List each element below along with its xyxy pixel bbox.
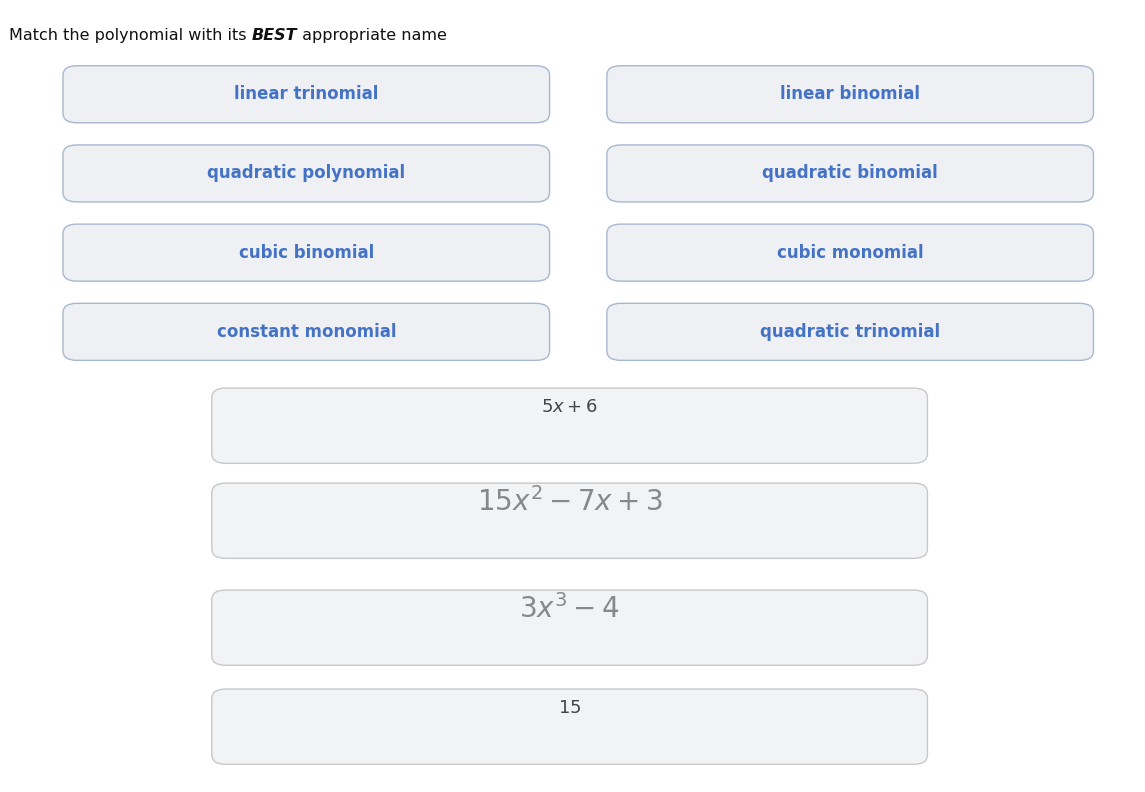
FancyBboxPatch shape <box>607 66 1093 123</box>
FancyBboxPatch shape <box>607 145 1093 202</box>
FancyBboxPatch shape <box>607 303 1093 360</box>
Text: $3x^3 - 4$: $3x^3 - 4$ <box>520 594 619 624</box>
Text: cubic binomial: cubic binomial <box>238 244 374 261</box>
FancyBboxPatch shape <box>212 689 927 764</box>
FancyBboxPatch shape <box>212 388 927 463</box>
Text: appropriate name: appropriate name <box>298 28 448 43</box>
Text: quadratic polynomial: quadratic polynomial <box>207 165 405 182</box>
FancyBboxPatch shape <box>212 590 927 665</box>
Text: $15$: $15$ <box>558 699 582 717</box>
Text: cubic monomial: cubic monomial <box>776 244 924 261</box>
FancyBboxPatch shape <box>63 145 550 202</box>
Text: BEST: BEST <box>252 28 298 43</box>
Text: quadratic trinomial: quadratic trinomial <box>760 323 940 341</box>
FancyBboxPatch shape <box>212 483 927 558</box>
Text: linear trinomial: linear trinomial <box>234 86 379 103</box>
FancyBboxPatch shape <box>607 224 1093 281</box>
Text: linear binomial: linear binomial <box>780 86 921 103</box>
Text: constant monomial: constant monomial <box>216 323 396 341</box>
Text: Match the polynomial with its: Match the polynomial with its <box>9 28 252 43</box>
FancyBboxPatch shape <box>63 224 550 281</box>
FancyBboxPatch shape <box>63 66 550 123</box>
Text: $5x + 6$: $5x + 6$ <box>542 398 598 416</box>
Text: quadratic binomial: quadratic binomial <box>763 165 938 182</box>
FancyBboxPatch shape <box>63 303 550 360</box>
Text: $15x^2 - 7x + 3$: $15x^2 - 7x + 3$ <box>476 487 663 517</box>
